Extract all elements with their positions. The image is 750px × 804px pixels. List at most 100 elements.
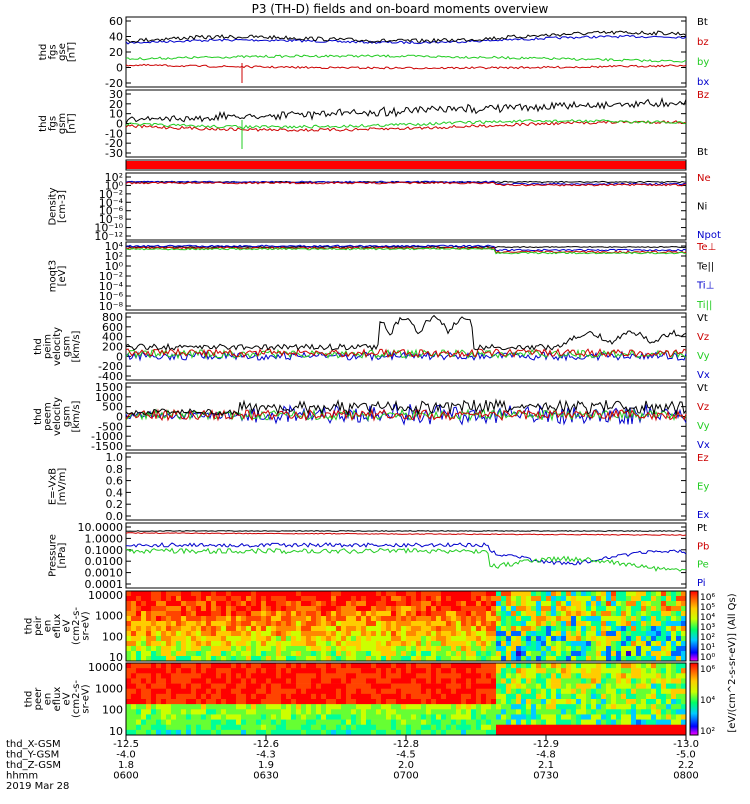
spectrogram-cell <box>351 651 357 657</box>
spectrogram-cell <box>266 699 272 705</box>
spectrogram-cell <box>261 616 267 622</box>
spectrogram-cell <box>531 636 537 642</box>
y-tick-label: 1000 <box>95 610 123 623</box>
spectrogram-cell <box>611 601 617 607</box>
spectrogram-cell <box>241 729 247 736</box>
spectrogram-cell <box>466 646 472 652</box>
spectrogram-cell <box>171 656 177 662</box>
spectrogram-cell <box>641 729 647 736</box>
spectrogram-cell <box>131 683 137 690</box>
spectrogram-cell <box>256 606 262 612</box>
spectrogram-cell <box>236 636 242 642</box>
spectrogram-cell <box>656 704 662 710</box>
spectrogram-cell <box>466 673 472 679</box>
spectrogram-cell <box>366 683 372 690</box>
spectrogram-cell <box>246 646 252 652</box>
spectrogram-cell <box>666 719 672 726</box>
spectrogram-cell <box>231 596 237 602</box>
spectrogram-cell <box>511 646 517 652</box>
spectrogram-cell <box>456 719 462 726</box>
spectrogram-cell <box>351 606 357 612</box>
spectrogram-cell <box>361 693 367 700</box>
spectrogram-cell <box>606 719 612 726</box>
spectrogram-cell <box>596 631 602 637</box>
spectrogram-cell <box>241 601 247 607</box>
spectrogram-cell <box>641 714 647 720</box>
spectrogram-cell <box>216 646 222 652</box>
spectrogram-cell <box>311 683 317 690</box>
y-tick-label: 0.6 <box>106 475 124 488</box>
spectrogram-cell <box>181 704 187 710</box>
spectrogram-cell <box>501 621 507 627</box>
spectrogram-cell <box>316 709 322 715</box>
spectrogram-cell <box>371 668 377 674</box>
spectrogram-cell <box>186 656 192 662</box>
spectrogram-cell <box>471 729 477 736</box>
spectrogram-cell <box>601 719 607 726</box>
spectrogram-cell <box>146 663 152 669</box>
spectrogram-cell <box>206 611 212 617</box>
spectrogram-cell <box>581 704 587 710</box>
spectrogram-cell <box>186 729 192 736</box>
spectrogram-cell <box>246 688 252 695</box>
spectrogram-cell <box>161 714 167 720</box>
spectrogram-cell <box>581 678 587 684</box>
spectrogram-cell <box>546 729 552 736</box>
spectrogram-cell <box>206 683 212 690</box>
spectrogram-cell <box>651 678 657 684</box>
y-tick-label: 30 <box>109 88 123 101</box>
y-tick-label: 0.0 <box>106 510 124 523</box>
spectrogram-cell <box>211 601 217 607</box>
spectrogram-cell <box>566 714 572 720</box>
legend-entry: by <box>697 57 709 68</box>
spectrogram-cell <box>261 668 267 674</box>
spectrogram-cell <box>391 729 397 736</box>
spectrogram-cell <box>416 621 422 627</box>
spectrogram-cell <box>181 683 187 690</box>
spectrogram-cell <box>616 668 622 674</box>
spectrogram-cell <box>231 626 237 632</box>
spectrogram-cell <box>606 683 612 690</box>
spectrogram-cell <box>186 714 192 720</box>
spectrogram-cell <box>236 606 242 612</box>
spectrogram-cell <box>196 651 202 657</box>
spectrogram-cell <box>656 668 662 674</box>
spectrogram-cell <box>396 709 402 715</box>
spectrogram-cell <box>671 611 677 617</box>
spectrogram-cell <box>246 641 252 647</box>
spectrogram-cell <box>226 699 232 705</box>
spectrogram-cell <box>646 729 652 736</box>
spectrogram-cell <box>416 601 422 607</box>
spectrogram-cell <box>541 729 547 736</box>
spectrogram-cell <box>316 651 322 657</box>
spectrogram-cell <box>246 636 252 642</box>
series-ti-perp <box>125 244 687 252</box>
spectrogram-cell <box>611 616 617 622</box>
spectrogram-cell <box>376 668 382 674</box>
panel-frame-0 <box>125 16 687 88</box>
spectrogram-cell <box>646 636 652 642</box>
spectrogram-cell <box>321 656 327 662</box>
spectrogram-cell <box>436 719 442 726</box>
spectrogram-cell <box>436 616 442 622</box>
spectrogram-cell <box>341 611 347 617</box>
spectrogram-cell <box>446 719 452 726</box>
spectrogram-cell <box>451 606 457 612</box>
spectrogram-cell <box>611 606 617 612</box>
spectrogram-cell <box>551 646 557 652</box>
spectrogram-cell <box>191 724 197 731</box>
spectrogram-cell <box>651 719 657 726</box>
spectrogram-cell <box>291 724 297 731</box>
y-axis-label: peim <box>43 334 54 359</box>
spectrogram-cell <box>381 714 387 720</box>
spectrogram-cell <box>456 596 462 602</box>
spectrogram-cell <box>401 668 407 674</box>
spectrogram-cell <box>396 729 402 736</box>
spectrogram-cell <box>646 601 652 607</box>
spectrogram-cell <box>191 626 197 632</box>
spectrogram-cell <box>236 699 242 705</box>
spectrogram-cell <box>386 719 392 726</box>
spectrogram-cell <box>396 704 402 710</box>
spectrogram-cell <box>376 678 382 684</box>
spectrogram-cell <box>306 683 312 690</box>
